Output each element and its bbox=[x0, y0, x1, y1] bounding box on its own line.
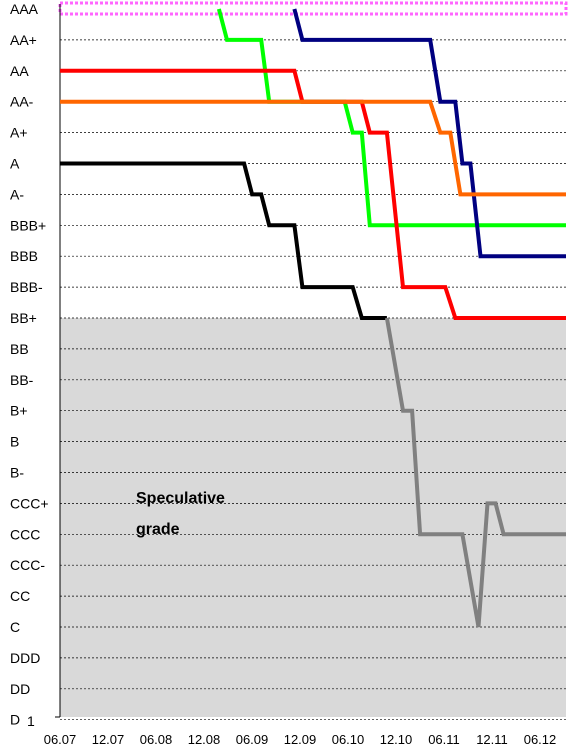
y-tick-label: AA+ bbox=[10, 32, 37, 48]
y-tick-label: C bbox=[10, 619, 20, 635]
y-tick-label: AAA bbox=[10, 1, 39, 17]
y-tick-label: BBB bbox=[10, 248, 38, 264]
y-tick-label: BB bbox=[10, 341, 29, 357]
y-tick-label: D bbox=[10, 712, 20, 728]
x-tick-label: 12.10 bbox=[380, 732, 413, 747]
rating-series-line bbox=[292, 8, 566, 259]
x-tick-label: 06.07 bbox=[44, 732, 77, 747]
y-tick-label: DD bbox=[10, 681, 30, 697]
x-tick-label: 06.11 bbox=[428, 732, 460, 747]
y-tick-label: B- bbox=[10, 465, 24, 481]
y-tick-label: BB- bbox=[10, 372, 34, 388]
x-tick-label: 12.11 bbox=[476, 732, 508, 747]
y-tick-label: BBB- bbox=[10, 279, 43, 295]
rating-series bbox=[60, 8, 566, 628]
x-tick-label: 06.08 bbox=[140, 732, 173, 747]
y-tick-label: A+ bbox=[10, 125, 28, 141]
y-tick-label: B+ bbox=[10, 403, 28, 419]
x-tick-label: 06.09 bbox=[236, 732, 269, 747]
y-tick-label: CCC+ bbox=[10, 495, 49, 511]
rating-series-line bbox=[60, 99, 566, 197]
y-tick-label: BBB+ bbox=[10, 217, 46, 233]
aaa-band bbox=[58, 1, 568, 16]
rating-series-line bbox=[60, 161, 387, 320]
rating-series-line bbox=[384, 317, 566, 628]
speculative-grade-label-line2: grade bbox=[136, 521, 180, 538]
gridlines bbox=[60, 39, 566, 721]
y-tick-label: A bbox=[10, 156, 20, 172]
x-tick-label: 12.09 bbox=[284, 732, 317, 747]
x-tick-label: 12.08 bbox=[188, 732, 221, 747]
y-tick-label: CC bbox=[10, 588, 30, 604]
x-tick-label: 06.12 bbox=[524, 732, 557, 747]
x-tick-label: 06.10 bbox=[332, 732, 365, 747]
y-tick-label: AA- bbox=[10, 94, 34, 110]
y-tick-label: BB+ bbox=[10, 310, 37, 326]
speculative-grade-region bbox=[60, 318, 566, 717]
speculative-grade-label-line1: Speculative bbox=[136, 490, 225, 507]
x-tick-labels: 06.07 12.07 06.08 12.08 06.09 12.09 06.10 12.10… bbox=[44, 732, 557, 747]
y-tick-label: CCC- bbox=[10, 557, 45, 573]
y-tick-label: CCC bbox=[10, 526, 40, 542]
rating-series-line bbox=[60, 68, 566, 320]
y-tick-label: B bbox=[10, 434, 19, 450]
y-tick-labels: AAAAA+AAAA-A+AA-BBB+BBBBBB-BB+BBBB-B+BB-… bbox=[10, 1, 49, 728]
y-tick-label: DDD bbox=[10, 650, 40, 666]
y-tick-label: A- bbox=[10, 186, 24, 202]
x-tick-label: 12.07 bbox=[92, 732, 125, 747]
y-tick-label: AA bbox=[10, 63, 29, 79]
y-bottom-label: 1 bbox=[27, 713, 35, 729]
